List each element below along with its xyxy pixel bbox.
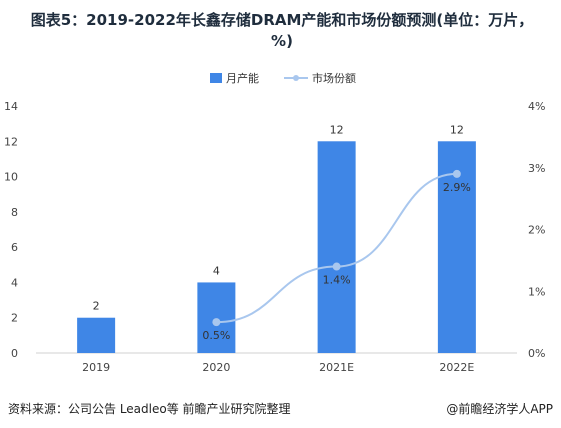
source-note: 资料来源：公司公告 Leadleo等 前瞻产业研究院整理 xyxy=(8,402,291,416)
y-left-tick-label: 10 xyxy=(4,171,18,184)
legend-swatch-bar xyxy=(210,73,222,83)
y-left-tick-label: 8 xyxy=(11,206,18,219)
y-right-tick-label: 4% xyxy=(528,100,545,113)
y-left-tick-label: 4 xyxy=(11,276,18,289)
y-left-tick-label: 12 xyxy=(4,135,18,148)
share-value-label: 2.9% xyxy=(443,181,471,194)
share-value-label: 0.5% xyxy=(202,329,230,342)
bar-value-label: 12 xyxy=(330,123,344,136)
credit-note: @前瞻经济学人APP xyxy=(446,402,553,416)
y-right-tick-label: 1% xyxy=(528,285,545,298)
bar-value-label: 4 xyxy=(213,264,220,277)
y-right-tick-label: 2% xyxy=(528,224,545,237)
legend-label-line: 市场份额 xyxy=(312,71,356,85)
y-left-tick-label: 2 xyxy=(11,312,18,325)
y-left-tick-label: 6 xyxy=(11,241,18,254)
share-point xyxy=(332,262,341,271)
x-tick-label: 2020 xyxy=(202,361,230,374)
x-tick-label: 2022E xyxy=(439,361,474,374)
bar-value-label: 2 xyxy=(93,300,100,313)
bar xyxy=(77,317,116,353)
share-point xyxy=(212,318,221,327)
y-left-tick-label: 14 xyxy=(4,100,18,113)
y-left-tick-label: 0 xyxy=(11,347,18,360)
y-right-tick-label: 3% xyxy=(528,162,545,175)
x-tick-label: 2019 xyxy=(82,361,110,374)
share-value-label: 1.4% xyxy=(323,274,351,287)
chart-title: 图表5：2019-2022年长鑫存储DRAM产能和市场份额预测(单位：万片，%) xyxy=(30,11,534,50)
legend-marker-line xyxy=(293,75,299,81)
bar-value-label: 12 xyxy=(450,123,464,136)
legend-label-bar: 月产能 xyxy=(226,71,259,85)
bar xyxy=(197,282,236,353)
y-right-tick-label: 0% xyxy=(528,347,545,360)
x-tick-label: 2021E xyxy=(319,361,354,374)
chart: 月产能 市场份额 0 2 4 6 8 10 12 14 0% 1% 2% 3% 4% 2 2019 4 2020 12… xyxy=(4,71,545,374)
share-point xyxy=(452,169,461,178)
bar xyxy=(317,141,356,353)
